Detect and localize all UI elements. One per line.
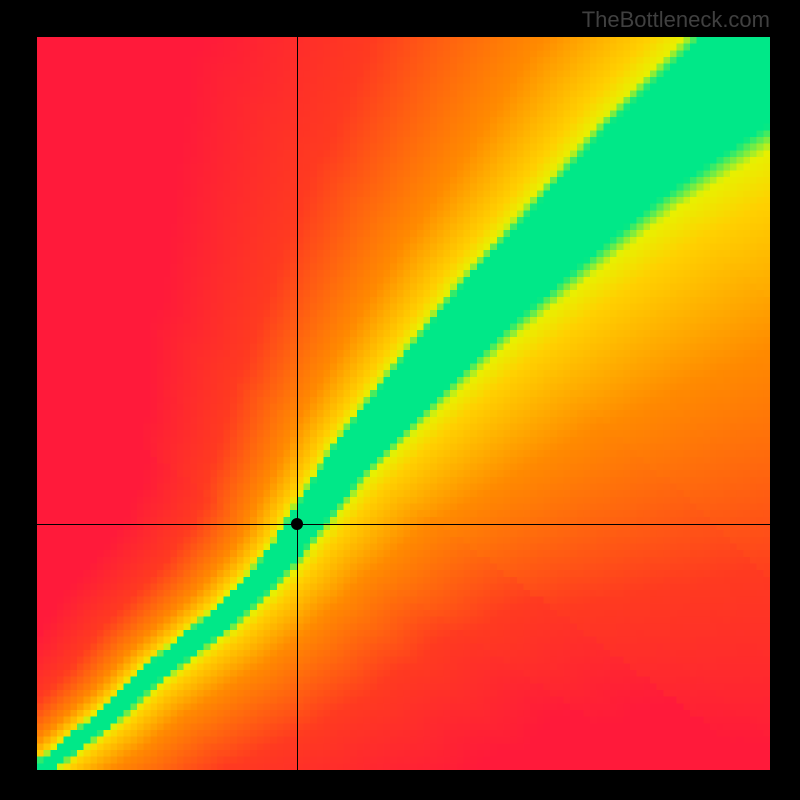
watermark-text: TheBottleneck.com xyxy=(582,7,770,33)
chart-container: TheBottleneck.com xyxy=(0,0,800,800)
marker-dot xyxy=(291,518,303,530)
crosshair-vertical xyxy=(297,37,298,770)
crosshair-horizontal xyxy=(37,524,770,525)
heatmap-canvas xyxy=(37,37,770,770)
